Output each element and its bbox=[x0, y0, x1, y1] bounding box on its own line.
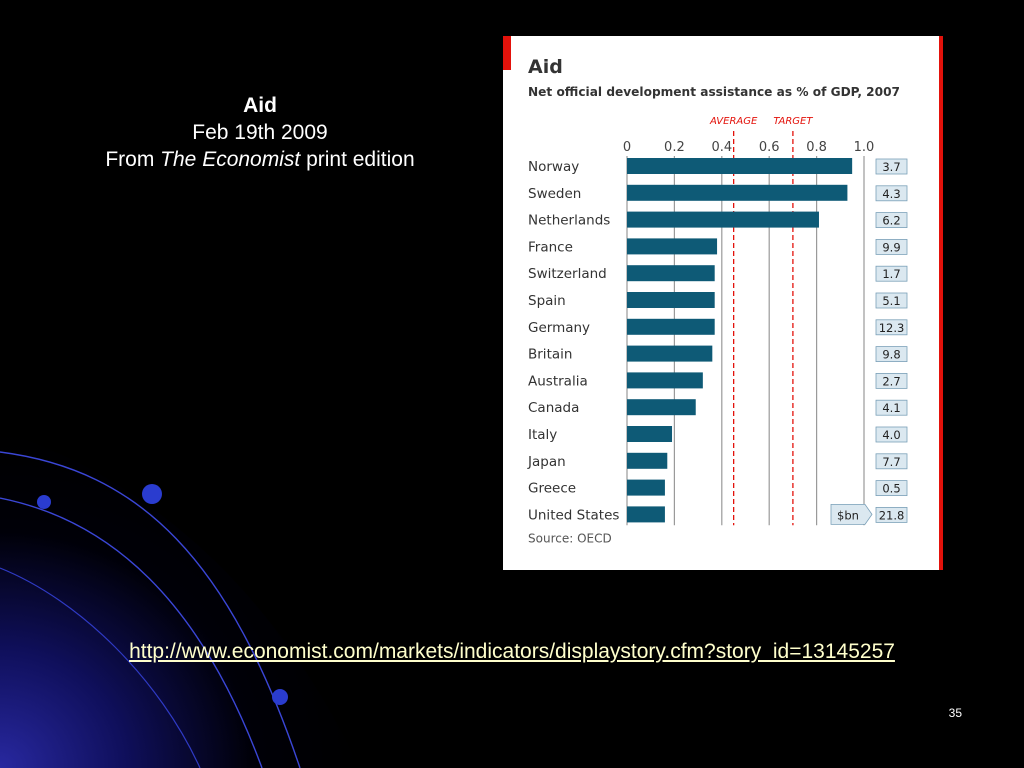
slide-source-line: From The Economist print edition bbox=[40, 146, 480, 173]
side-value-box bbox=[875, 480, 908, 497]
chart-card: Aid Net official development assistance a… bbox=[503, 36, 943, 570]
side-value-label: 4.0 bbox=[882, 428, 900, 442]
chart-red-tag bbox=[503, 36, 511, 70]
side-value-box bbox=[875, 399, 908, 416]
side-value-box bbox=[875, 506, 908, 523]
side-value-label: 1.7 bbox=[882, 267, 900, 281]
x-tick-label: 0.6 bbox=[759, 140, 780, 155]
x-tick-label: 1.0 bbox=[854, 140, 875, 155]
bar bbox=[627, 238, 718, 255]
side-value-label: 6.2 bbox=[882, 214, 900, 228]
reference-label-average: AVERAGE bbox=[709, 116, 758, 127]
chart-subtitle: Net official development assistance as %… bbox=[528, 84, 900, 99]
bar bbox=[627, 399, 696, 416]
bar bbox=[627, 479, 665, 496]
bar bbox=[627, 452, 668, 469]
x-tick-label: 0.8 bbox=[806, 140, 827, 155]
page-number: 35 bbox=[948, 706, 962, 720]
slide-caption: Aid Feb 19th 2009 From The Economist pri… bbox=[40, 92, 480, 173]
category-label: Sweden bbox=[528, 186, 581, 202]
side-value-box bbox=[875, 319, 908, 336]
side-value-label: 21.8 bbox=[879, 508, 905, 522]
reference-label-target: TARGET bbox=[773, 116, 813, 127]
category-label: Japan bbox=[527, 454, 566, 470]
side-value-box bbox=[875, 292, 908, 309]
side-value-box bbox=[875, 158, 908, 175]
slide-title: Aid bbox=[243, 94, 277, 117]
category-label: Netherlands bbox=[528, 213, 610, 229]
side-value-label: 5.1 bbox=[882, 294, 900, 308]
bar bbox=[627, 184, 848, 201]
bar bbox=[627, 158, 853, 174]
side-value-label: 4.3 bbox=[882, 187, 900, 201]
bar bbox=[627, 265, 715, 282]
x-tick-label: 0 bbox=[623, 140, 631, 155]
side-value-label: 3.7 bbox=[882, 160, 900, 174]
side-value-label: 9.8 bbox=[882, 348, 900, 362]
side-value-box bbox=[875, 346, 908, 363]
unit-callout-box bbox=[830, 504, 873, 525]
side-value-box bbox=[875, 185, 908, 202]
category-label: Switzerland bbox=[528, 266, 607, 282]
category-label: France bbox=[528, 239, 573, 255]
slide-date: Feb 19th 2009 bbox=[192, 121, 328, 144]
side-value-box bbox=[875, 212, 908, 229]
category-label: Britain bbox=[528, 347, 572, 363]
bar bbox=[627, 318, 715, 335]
side-value-box bbox=[875, 265, 908, 282]
from-suffix: print edition bbox=[300, 148, 415, 171]
side-value-box bbox=[875, 238, 908, 255]
bar bbox=[627, 292, 715, 308]
side-value-box bbox=[875, 372, 908, 389]
side-value-label: 4.1 bbox=[882, 401, 900, 415]
from-prefix: From bbox=[105, 148, 161, 171]
category-label: Norway bbox=[528, 159, 579, 175]
bar bbox=[627, 211, 819, 228]
category-label: Greece bbox=[528, 481, 576, 497]
side-value-label: 12.3 bbox=[879, 321, 905, 335]
side-value-label: 7.7 bbox=[882, 455, 900, 469]
chart-source: Source: OECD bbox=[528, 531, 612, 545]
category-label: Spain bbox=[528, 293, 566, 309]
category-label: United States bbox=[528, 507, 619, 523]
bar bbox=[627, 426, 673, 442]
publication-name: The Economist bbox=[160, 148, 301, 171]
side-value-box bbox=[875, 453, 908, 470]
side-value-box bbox=[875, 426, 908, 443]
side-value-label: 0.5 bbox=[882, 482, 900, 496]
bar bbox=[627, 345, 713, 362]
category-label: Australia bbox=[528, 373, 588, 389]
chart-title: Aid bbox=[528, 56, 563, 78]
category-label: Germany bbox=[528, 320, 590, 336]
bar bbox=[627, 372, 703, 389]
x-tick-label: 0.2 bbox=[664, 140, 685, 155]
chart-right-border bbox=[939, 36, 943, 570]
category-label: Canada bbox=[528, 400, 579, 416]
side-value-label: 9.9 bbox=[882, 240, 900, 254]
bar bbox=[627, 506, 665, 523]
unit-callout-label: $bn bbox=[837, 508, 859, 522]
side-value-label: 2.7 bbox=[882, 374, 900, 388]
x-tick-label: 0.4 bbox=[711, 140, 732, 155]
source-url-link[interactable]: http://www.economist.com/markets/indicat… bbox=[129, 640, 895, 663]
category-label: Italy bbox=[528, 427, 557, 443]
bar-chart: Aid Net official development assistance a… bbox=[527, 56, 908, 545]
